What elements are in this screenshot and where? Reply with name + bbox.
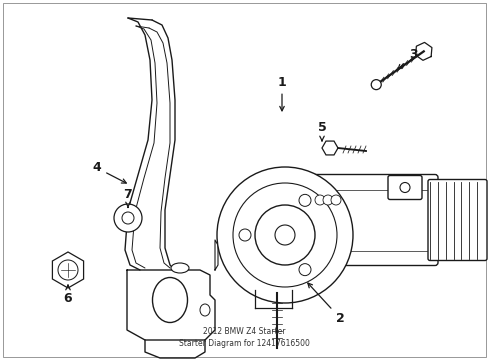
Circle shape: [330, 195, 340, 205]
Circle shape: [314, 195, 325, 205]
Text: 3: 3: [397, 49, 416, 69]
Circle shape: [298, 264, 310, 276]
Text: 1: 1: [277, 76, 286, 111]
FancyBboxPatch shape: [271, 175, 437, 265]
Circle shape: [323, 195, 332, 205]
Circle shape: [114, 204, 142, 232]
Text: 4: 4: [92, 162, 126, 183]
Text: 6: 6: [63, 285, 72, 305]
FancyBboxPatch shape: [427, 180, 486, 261]
Ellipse shape: [152, 278, 187, 323]
Text: 2012 BMW Z4 Starter
Starter Diagram for 12417616500: 2012 BMW Z4 Starter Starter Diagram for …: [179, 327, 309, 348]
Text: 5: 5: [317, 121, 325, 141]
Polygon shape: [321, 141, 337, 155]
Circle shape: [122, 212, 134, 224]
Circle shape: [217, 167, 352, 303]
Text: 2: 2: [307, 283, 344, 324]
Ellipse shape: [171, 263, 189, 273]
Circle shape: [370, 80, 381, 90]
Circle shape: [274, 225, 294, 245]
Circle shape: [254, 205, 314, 265]
Circle shape: [232, 183, 336, 287]
Circle shape: [58, 260, 78, 280]
Text: 7: 7: [123, 189, 132, 207]
Circle shape: [239, 229, 250, 241]
Polygon shape: [52, 252, 83, 288]
Circle shape: [399, 183, 409, 193]
Circle shape: [298, 194, 310, 206]
Ellipse shape: [200, 304, 209, 316]
FancyBboxPatch shape: [387, 175, 421, 199]
